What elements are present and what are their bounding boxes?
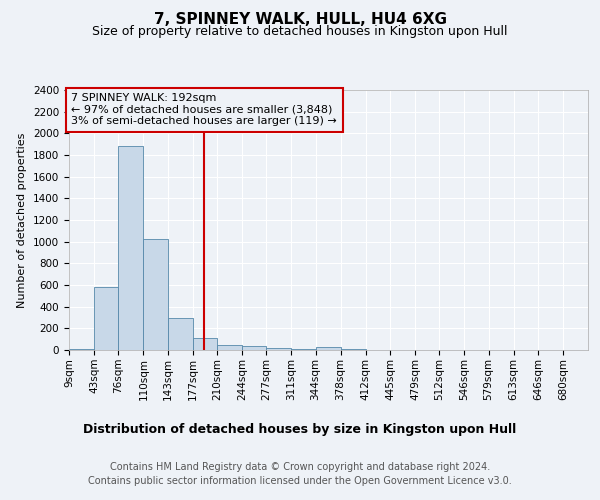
- Bar: [193, 338, 217, 350]
- Text: Contains HM Land Registry data © Crown copyright and database right 2024.: Contains HM Land Registry data © Crown c…: [110, 462, 490, 472]
- Text: 7 SPINNEY WALK: 192sqm
← 97% of detached houses are smaller (3,848)
3% of semi-d: 7 SPINNEY WALK: 192sqm ← 97% of detached…: [71, 93, 337, 126]
- Bar: [266, 348, 292, 350]
- Bar: [217, 344, 242, 350]
- Bar: [143, 240, 167, 350]
- Text: Contains public sector information licensed under the Open Government Licence v3: Contains public sector information licen…: [88, 476, 512, 486]
- Bar: [242, 346, 266, 350]
- Bar: [316, 348, 341, 350]
- Bar: [167, 318, 193, 350]
- Bar: [94, 287, 118, 350]
- Text: Size of property relative to detached houses in Kingston upon Hull: Size of property relative to detached ho…: [92, 25, 508, 38]
- Text: 7, SPINNEY WALK, HULL, HU4 6XG: 7, SPINNEY WALK, HULL, HU4 6XG: [154, 12, 446, 28]
- Text: Distribution of detached houses by size in Kingston upon Hull: Distribution of detached houses by size …: [83, 422, 517, 436]
- Y-axis label: Number of detached properties: Number of detached properties: [17, 132, 28, 308]
- Bar: [118, 146, 143, 350]
- Bar: [69, 349, 94, 350]
